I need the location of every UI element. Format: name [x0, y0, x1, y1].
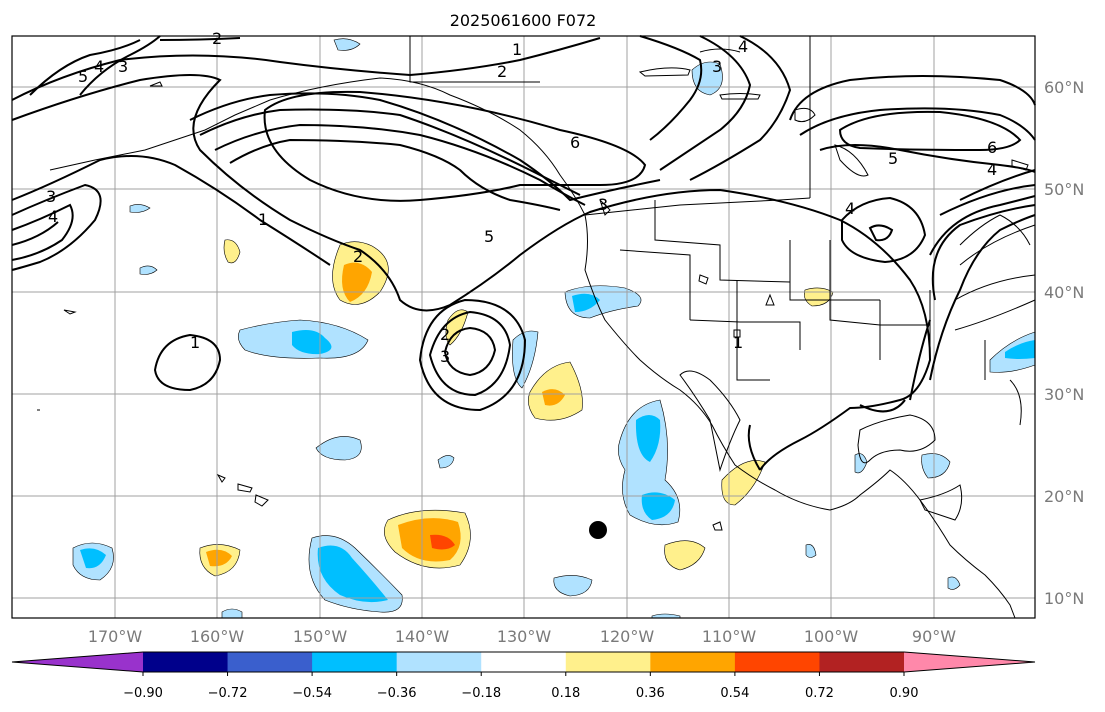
anomaly-area: [437, 455, 455, 469]
lon-label: 100°W: [804, 627, 859, 646]
anomaly-area: [553, 575, 593, 597]
contour-label: 2: [440, 325, 450, 344]
graticule: [12, 36, 1035, 618]
anomaly-area: [333, 38, 361, 51]
colorbar-label: 0.36: [636, 686, 665, 701]
anomaly-area: [721, 460, 766, 506]
lat-label: 20°N: [1044, 487, 1084, 506]
contour-label: 3: [712, 57, 722, 76]
lon-label: 140°W: [395, 627, 450, 646]
anomaly-area: [805, 544, 817, 558]
contour-label: 2: [212, 29, 222, 48]
contour-lines: [11, 35, 1036, 471]
lat-label: 60°N: [1044, 78, 1084, 97]
map-panel: 1 2 4 3 6 5 3 1 2 2 3 1 3 4 5 4 3 2 5 6 …: [11, 29, 1036, 619]
lat-label: 10°N: [1044, 589, 1084, 608]
colorbar-label: −0.36: [377, 686, 417, 701]
lon-label: 170°W: [88, 627, 143, 646]
contour-label: 5: [484, 227, 494, 246]
contour-label: 6: [987, 138, 997, 157]
lon-label: 90°W: [912, 627, 956, 646]
anomaly-area: [292, 330, 332, 355]
anomaly-area: [206, 549, 232, 567]
lon-label: 150°W: [293, 627, 348, 646]
colorbar-segment: [904, 652, 1035, 672]
colorbar-segment: [396, 652, 482, 672]
point-marker: [589, 521, 607, 539]
lon-label: 110°W: [702, 627, 757, 646]
lat-label: 50°N: [1044, 180, 1084, 199]
contour-label: 2: [353, 247, 363, 266]
shaded-anomalies: [72, 38, 1036, 619]
anomaly-area: [641, 492, 675, 520]
contour-label: 6: [570, 133, 580, 152]
anomaly-area: [80, 548, 106, 569]
anomaly-area: [947, 576, 961, 590]
colorbar-label: 0.18: [551, 686, 580, 701]
anomaly-area: [317, 545, 388, 603]
colorbar-label: 0.90: [890, 686, 919, 701]
anomaly-area: [315, 436, 362, 461]
anomaly-area: [618, 399, 681, 526]
colorbar-segment: [650, 652, 736, 672]
colorbar-label: 0.54: [720, 686, 749, 701]
lon-axis: 170°W 160°W 150°W 140°W 130°W 120°W 110°…: [88, 627, 956, 646]
coastlines: [37, 36, 1036, 619]
anomaly-area: [1005, 340, 1035, 359]
contour-label: 1: [733, 333, 743, 352]
colorbar-segment: [143, 652, 229, 672]
lat-label: 30°N: [1044, 385, 1084, 404]
colorbar-label: −0.90: [123, 686, 163, 701]
anomaly-area: [542, 389, 565, 406]
anomaly-area: [430, 534, 455, 550]
colorbar-segment: [12, 652, 143, 672]
lat-axis: 60°N 50°N 40°N 30°N 20°N 10°N: [1044, 78, 1084, 608]
contour-label: 3: [118, 57, 128, 76]
colorbar-label: −0.72: [208, 686, 248, 701]
contour-label: 4: [845, 199, 855, 218]
anomaly-area: [921, 453, 951, 479]
lon-label: 130°W: [497, 627, 552, 646]
contour-label: 1: [258, 210, 268, 229]
contour-label: 3: [440, 347, 450, 366]
colorbar-segment: [227, 652, 313, 672]
anomaly-area: [635, 415, 661, 462]
colorbar-label: 0.72: [805, 686, 834, 701]
anomaly-area: [223, 239, 241, 264]
colorbar-segment: [481, 652, 567, 672]
colorbar-segment: [312, 652, 398, 672]
anomaly-area: [129, 204, 151, 213]
colorbar-label: −0.54: [292, 686, 332, 701]
lat-label: 40°N: [1044, 283, 1084, 302]
contour-label: 2: [497, 62, 507, 81]
anomaly-area: [664, 540, 706, 571]
contour-label: 5: [888, 149, 898, 168]
contour-label: 3: [598, 195, 608, 214]
contour-label: 4: [987, 160, 997, 179]
lon-label: 160°W: [190, 627, 245, 646]
anomaly-area: [572, 293, 600, 312]
contour-label: 1: [512, 40, 522, 59]
anomaly-area: [139, 265, 158, 275]
contour-label: 4: [738, 37, 748, 56]
contour-label: 1: [190, 333, 200, 352]
anomaly-area: [398, 518, 461, 562]
colorbar-label: −0.18: [461, 686, 501, 701]
anomaly-area: [221, 608, 243, 619]
contour-label: 4: [48, 207, 58, 226]
lon-label: 120°W: [600, 627, 655, 646]
map-border: [11, 35, 1036, 619]
contour-label: 3: [46, 187, 56, 206]
colorbar-segment: [734, 652, 820, 672]
colorbar-segment: [819, 652, 905, 672]
contour-labels: 1 2 4 3 6 5 3 1 2 2 3 1 3 4 5 4 3 2 5 6 …: [46, 29, 997, 366]
colorbar: −0.90 −0.72 −0.54 −0.36 −0.18 0.18 0.36 0.54 0.7…: [11, 651, 1036, 701]
colorbar-segment: [565, 652, 651, 672]
contour-label: 4: [94, 57, 104, 76]
map-title: 2025061600 F072: [450, 11, 597, 30]
contour-label: 5: [78, 67, 88, 86]
